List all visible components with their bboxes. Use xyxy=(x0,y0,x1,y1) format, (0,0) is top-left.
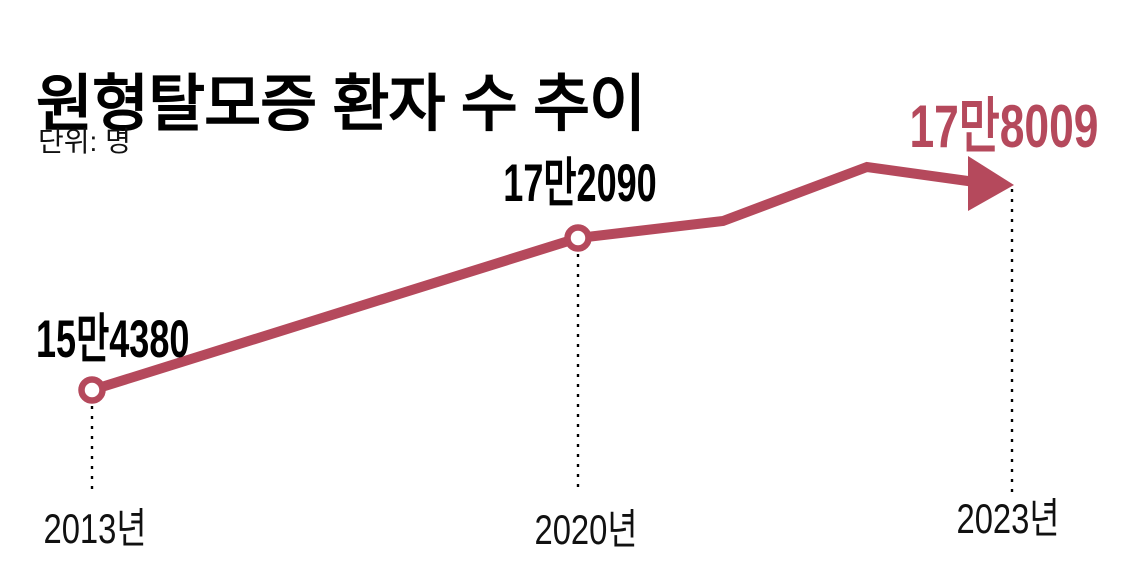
x-tick-2013-text: 2013년 xyxy=(43,505,147,552)
unit-label: 단위: 명 xyxy=(38,126,131,157)
value-label-2023-text: 17만8009 xyxy=(909,93,1099,160)
x-tick-2023-text: 2023년 xyxy=(956,495,1060,542)
value-label-2020-text: 17만2090 xyxy=(503,154,657,213)
trend-line xyxy=(90,161,976,395)
arrow-head-icon xyxy=(968,156,1014,211)
data-point-marker-2020 xyxy=(564,224,592,252)
x-tick-2020-text: 2020년 xyxy=(534,506,638,553)
value-label-2013-text: 15만4380 xyxy=(36,310,190,369)
data-point-marker-2013 xyxy=(78,376,106,404)
chart-title: 원형탈모증 환자 수 추이 xyxy=(36,69,646,139)
